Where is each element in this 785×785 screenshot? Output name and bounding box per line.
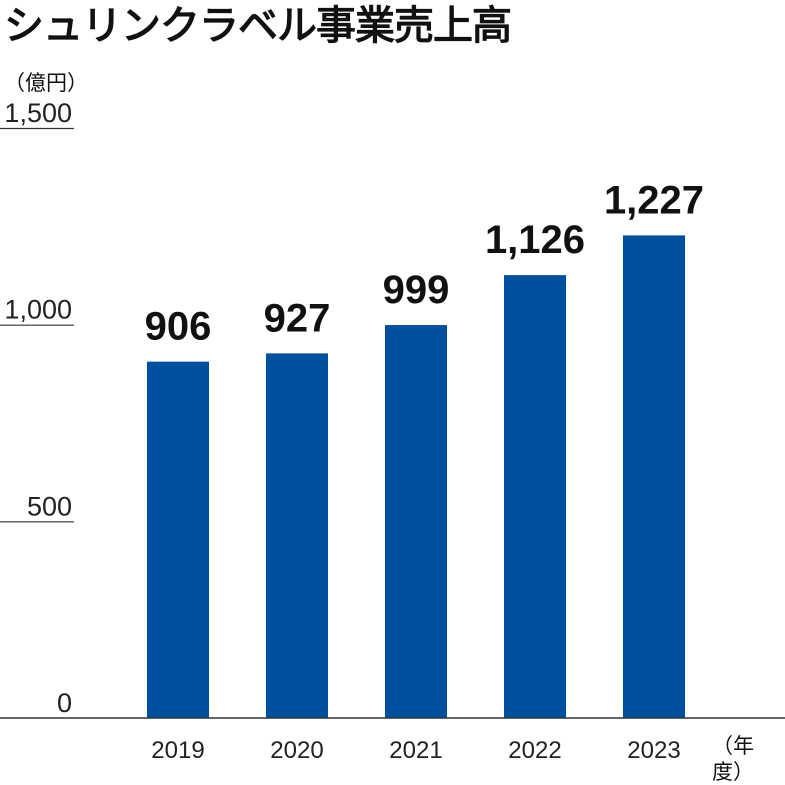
- chart-title: シュリンクラベル事業売上高: [4, 3, 512, 49]
- value-label-2020: 927: [264, 296, 331, 340]
- x-axis-ticks: 2019 2020 2021 2022 2023: [151, 737, 680, 764]
- y-axis-unit-label: （億円）: [4, 71, 88, 95]
- bar-2020: [266, 353, 328, 718]
- value-labels: 906 927 999 1,126 1,227: [145, 178, 704, 348]
- value-label-2021: 999: [383, 268, 450, 312]
- y-tick-label: 0: [57, 688, 72, 718]
- x-tick-label-2019: 2019: [151, 737, 204, 764]
- value-label-2019: 906: [145, 305, 212, 349]
- bar-series: [147, 235, 685, 718]
- bar-2023: [623, 235, 685, 718]
- bar-2022: [504, 275, 566, 718]
- value-label-2022: 1,126: [485, 218, 585, 262]
- y-tick-label: 1,000: [4, 295, 72, 325]
- x-tick-label-2020: 2020: [270, 737, 323, 764]
- y-axis-ticks: 0 500 1,000 1,500: [0, 98, 74, 718]
- bar-2021: [385, 325, 447, 718]
- y-tick-label: 1,500: [4, 98, 72, 128]
- x-tick-label-2021: 2021: [389, 737, 442, 764]
- bar-2019: [147, 361, 209, 718]
- value-label-2023: 1,227: [604, 178, 704, 222]
- x-tick-label-2022: 2022: [508, 737, 561, 764]
- x-tick-label-2023: 2023: [627, 737, 680, 764]
- y-tick-label: 500: [27, 491, 72, 521]
